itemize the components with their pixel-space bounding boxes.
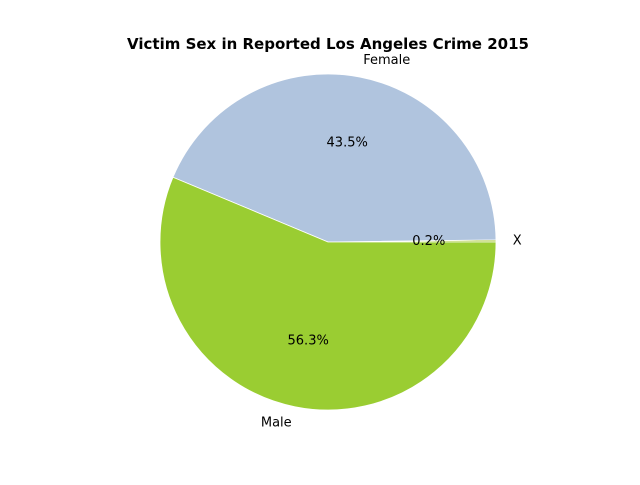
pie-labels: X 0.2% Female 43.5% Male 56.3% <box>261 53 522 431</box>
slice-percent-x: 0.2% <box>412 234 445 249</box>
pie-wedges <box>159 73 497 411</box>
pie-slice-female <box>172 73 497 243</box>
slice-label-male: Male <box>261 416 292 431</box>
pie-slice-male <box>159 176 497 411</box>
slice-label-x: X <box>513 233 522 248</box>
slice-percent-female: 43.5% <box>327 136 368 151</box>
chart-title: Victim Sex in Reported Los Angeles Crime… <box>127 35 529 53</box>
slice-label-female: Female <box>363 53 410 68</box>
slice-percent-male: 56.3% <box>288 333 329 348</box>
